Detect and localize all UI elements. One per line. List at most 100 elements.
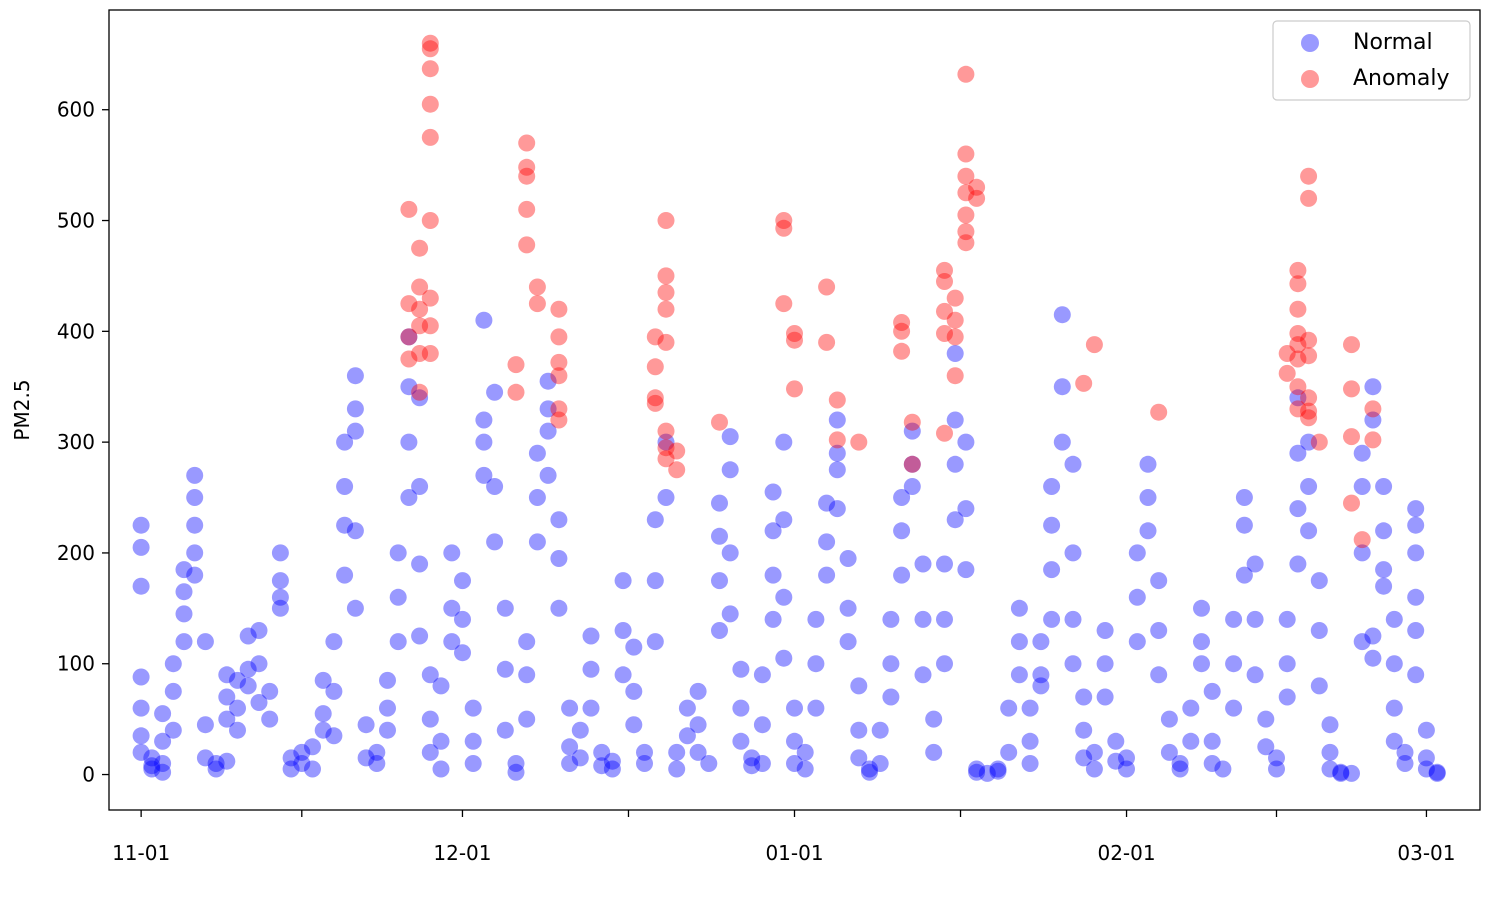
- normal-point: [1053, 433, 1071, 451]
- anomaly-point: [1300, 167, 1318, 185]
- anomaly-point: [411, 317, 429, 335]
- anomaly-point: [518, 167, 536, 185]
- normal-point: [132, 743, 150, 761]
- normal-point: [154, 763, 172, 781]
- normal-point: [325, 633, 343, 651]
- normal-point: [636, 755, 653, 772]
- normal-point: [1053, 306, 1071, 324]
- anomaly-point: [400, 328, 418, 346]
- normal-point: [250, 694, 268, 711]
- normal-point: [1150, 572, 1168, 590]
- normal-point: [507, 755, 525, 772]
- normal-point: [1203, 682, 1221, 700]
- normal-point: [1010, 633, 1028, 651]
- normal-point: [1096, 622, 1114, 639]
- normal-point: [1257, 738, 1275, 756]
- normal-point: [893, 489, 911, 506]
- normal-point: [336, 516, 354, 534]
- normal-point: [1289, 555, 1307, 573]
- normal-point: [1332, 763, 1350, 781]
- normal-point: [1043, 610, 1061, 628]
- anomaly-point: [957, 223, 975, 241]
- normal-point: [807, 655, 825, 673]
- normal-point: [261, 682, 279, 700]
- anomaly-point: [818, 333, 836, 351]
- normal-point: [1182, 699, 1200, 717]
- normal-point: [732, 699, 750, 717]
- normal-point: [1225, 610, 1243, 628]
- normal-point: [1407, 588, 1425, 606]
- x-tick-label: 03-01: [1397, 841, 1455, 865]
- normal-point: [1235, 489, 1253, 506]
- anomaly-point: [786, 331, 803, 349]
- normal-point: [646, 572, 664, 590]
- anomaly-point: [968, 178, 986, 196]
- normal-point: [678, 727, 696, 745]
- anomaly-point: [400, 350, 418, 368]
- normal-point: [925, 743, 943, 761]
- normal-point: [1203, 732, 1221, 750]
- normal-point: [1407, 544, 1425, 562]
- normal-point: [496, 660, 514, 678]
- normal-point: [903, 478, 921, 495]
- normal-point: [1396, 755, 1414, 772]
- anomaly-point: [775, 212, 793, 229]
- normal-point: [700, 755, 718, 772]
- normal-point: [1214, 760, 1232, 778]
- normal-point: [464, 699, 482, 717]
- normal-point: [1118, 749, 1135, 767]
- normal-point: [807, 610, 825, 628]
- y-tick-label: 400: [57, 319, 95, 343]
- anomaly-point: [1300, 409, 1318, 427]
- normal-point: [314, 721, 332, 739]
- normal-point: [871, 755, 889, 772]
- normal-point: [850, 721, 868, 739]
- anomaly-point: [507, 356, 525, 374]
- normal-point: [250, 622, 268, 639]
- normal-point: [636, 743, 653, 761]
- normal-point: [250, 655, 268, 673]
- normal-point: [753, 716, 771, 734]
- x-tick-label: 11-01: [112, 841, 170, 865]
- normal-point: [936, 610, 953, 628]
- anomaly-point: [893, 342, 911, 360]
- normal-point: [925, 710, 943, 728]
- normal-point: [293, 755, 311, 772]
- normal-point: [1010, 666, 1028, 684]
- normal-point: [689, 743, 707, 761]
- normal-point: [1128, 544, 1146, 562]
- normal-point: [1417, 721, 1435, 739]
- normal-point: [646, 633, 664, 651]
- normal-point: [1246, 555, 1264, 573]
- normal-point: [186, 466, 204, 484]
- normal-point: [1225, 699, 1243, 717]
- normal-point: [796, 743, 814, 761]
- normal-point: [1021, 699, 1039, 717]
- normal-point: [271, 599, 289, 617]
- anomaly-point: [1310, 433, 1328, 451]
- anomaly-point: [1353, 531, 1371, 549]
- normal-point: [1235, 516, 1253, 534]
- normal-point: [368, 743, 386, 761]
- anomaly-point: [1150, 403, 1168, 421]
- normal-point: [207, 755, 225, 772]
- normal-point: [1407, 500, 1425, 518]
- normal-point: [486, 478, 504, 495]
- normal-point: [164, 682, 182, 700]
- normal-point: [1225, 655, 1243, 673]
- normal-point: [196, 716, 214, 734]
- anomaly-point: [1300, 402, 1318, 420]
- normal-point: [850, 749, 868, 767]
- normal-point: [1300, 478, 1318, 495]
- normal-point: [1310, 572, 1328, 590]
- normal-point: [475, 466, 493, 484]
- normal-point: [346, 367, 364, 385]
- normal-point: [743, 749, 761, 767]
- normal-point: [164, 721, 182, 739]
- anomaly-point: [518, 158, 536, 176]
- normal-point: [711, 622, 728, 639]
- normal-point: [539, 372, 557, 390]
- normal-point: [1096, 655, 1114, 673]
- anomaly-point: [646, 328, 664, 346]
- y-tick-label: 500: [57, 209, 95, 233]
